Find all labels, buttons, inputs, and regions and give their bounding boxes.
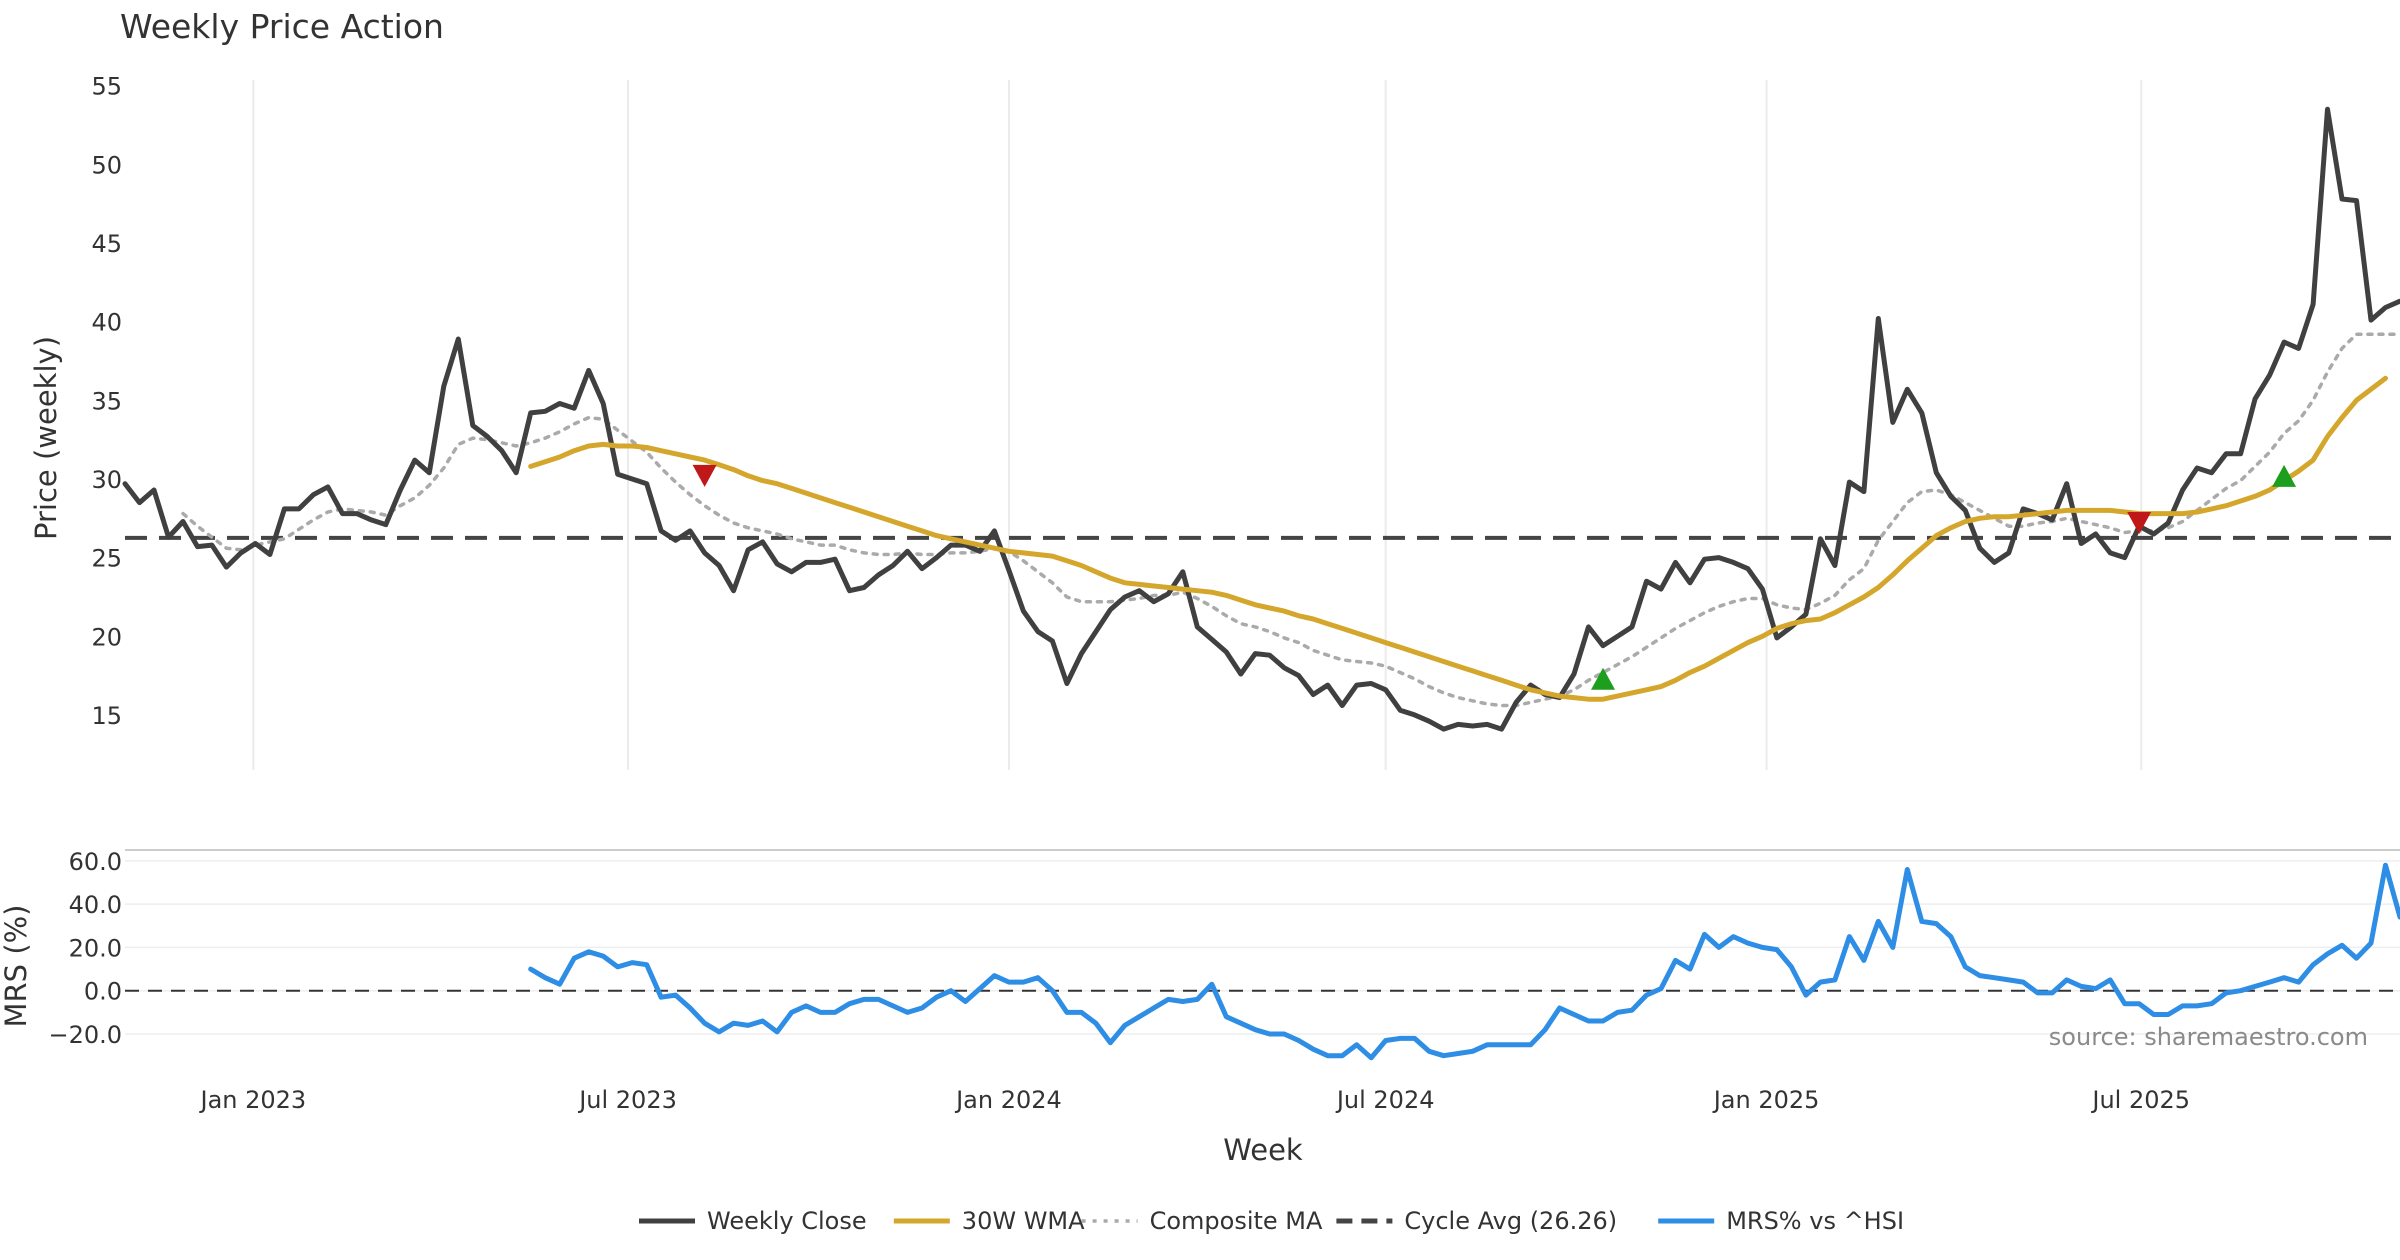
- x-tick-label: Jul 2025: [2090, 1086, 2190, 1114]
- sub-grid: [125, 860, 2400, 1035]
- x-tick-label: Jan 2024: [954, 1086, 1062, 1114]
- x-tick-label: Jul 2024: [1335, 1086, 1435, 1114]
- legend-label: Weekly Close: [707, 1207, 867, 1235]
- legend-label: Cycle Avg (26.26): [1404, 1207, 1617, 1235]
- x-tick-label: Jan 2025: [1712, 1086, 1820, 1114]
- series-30w-wma: [528, 375, 2388, 702]
- series-weekly-close: [122, 106, 2400, 732]
- sell-signal-marker: [692, 464, 717, 487]
- main-series: [122, 106, 2400, 732]
- y-tick-label: 20: [91, 623, 122, 651]
- sub-y-tick-label: −20.0: [48, 1021, 122, 1049]
- legend: Weekly Close 30W WMA Composite MA Cycle Avg…: [639, 1207, 1904, 1235]
- main-y-axis-label: Price (weekly): [29, 336, 63, 540]
- signal-markers: [692, 464, 2297, 690]
- y-tick-label: 35: [91, 387, 122, 415]
- y-tick-label: 55: [91, 73, 122, 101]
- x-tick-labels: Jan 2023 Jul 2023 Jan 2024 Jul 2024 Jan 2025…: [198, 1086, 2190, 1114]
- sub-y-tick-label: 0.0: [84, 978, 122, 1006]
- legend-label: Composite MA: [1150, 1207, 1323, 1235]
- y-tick-label: 30: [91, 466, 122, 494]
- legend-item-weekly-close: Weekly Close: [639, 1207, 867, 1235]
- sub-y-tick-label: 20.0: [69, 934, 122, 962]
- sell-signal-marker: [2127, 512, 2152, 535]
- y-tick-label: 25: [91, 545, 122, 573]
- sub-series: [528, 862, 2400, 1061]
- sub-y-tick-label: 60.0: [69, 848, 122, 876]
- legend-item-mrs-vs-hsi: MRS% vs ^HSI: [1658, 1207, 1904, 1235]
- series-mrs-vs-hsi: [528, 862, 2400, 1061]
- buy-signal-marker: [1591, 667, 1616, 690]
- main-y-tick-labels: 15 20 25 30 35 40 45 50 55: [91, 73, 122, 730]
- y-tick-label: 40: [91, 309, 122, 337]
- series-composite-ma: [181, 332, 2400, 708]
- legend-item-cycle-avg-26-26: Cycle Avg (26.26): [1336, 1207, 1617, 1235]
- main-grid: [252, 80, 2143, 770]
- chart-title: Weekly Price Action: [120, 7, 444, 46]
- sub-y-axis-label: MRS (%): [0, 905, 33, 1028]
- sub-y-tick-label: 40.0: [69, 891, 122, 919]
- legend-item-30w-wma: 30W WMA: [893, 1207, 1085, 1235]
- x-tick-label: Jan 2023: [198, 1086, 306, 1114]
- sub-y-tick-labels: −20.0 0.0 20.0 40.0 60.0: [48, 848, 122, 1049]
- buy-signal-marker: [2272, 464, 2297, 487]
- legend-label: MRS% vs ^HSI: [1726, 1207, 1904, 1235]
- legend-item-composite-ma: Composite MA: [1081, 1207, 1323, 1235]
- y-tick-label: 45: [91, 230, 122, 258]
- x-axis-label: Week: [1223, 1133, 1303, 1167]
- x-tick-label: Jul 2023: [577, 1086, 677, 1114]
- source-note: source: sharemaestro.com: [2049, 1023, 2368, 1051]
- y-tick-label: 50: [91, 151, 122, 179]
- y-tick-label: 15: [91, 702, 122, 730]
- legend-label: 30W WMA: [962, 1207, 1085, 1235]
